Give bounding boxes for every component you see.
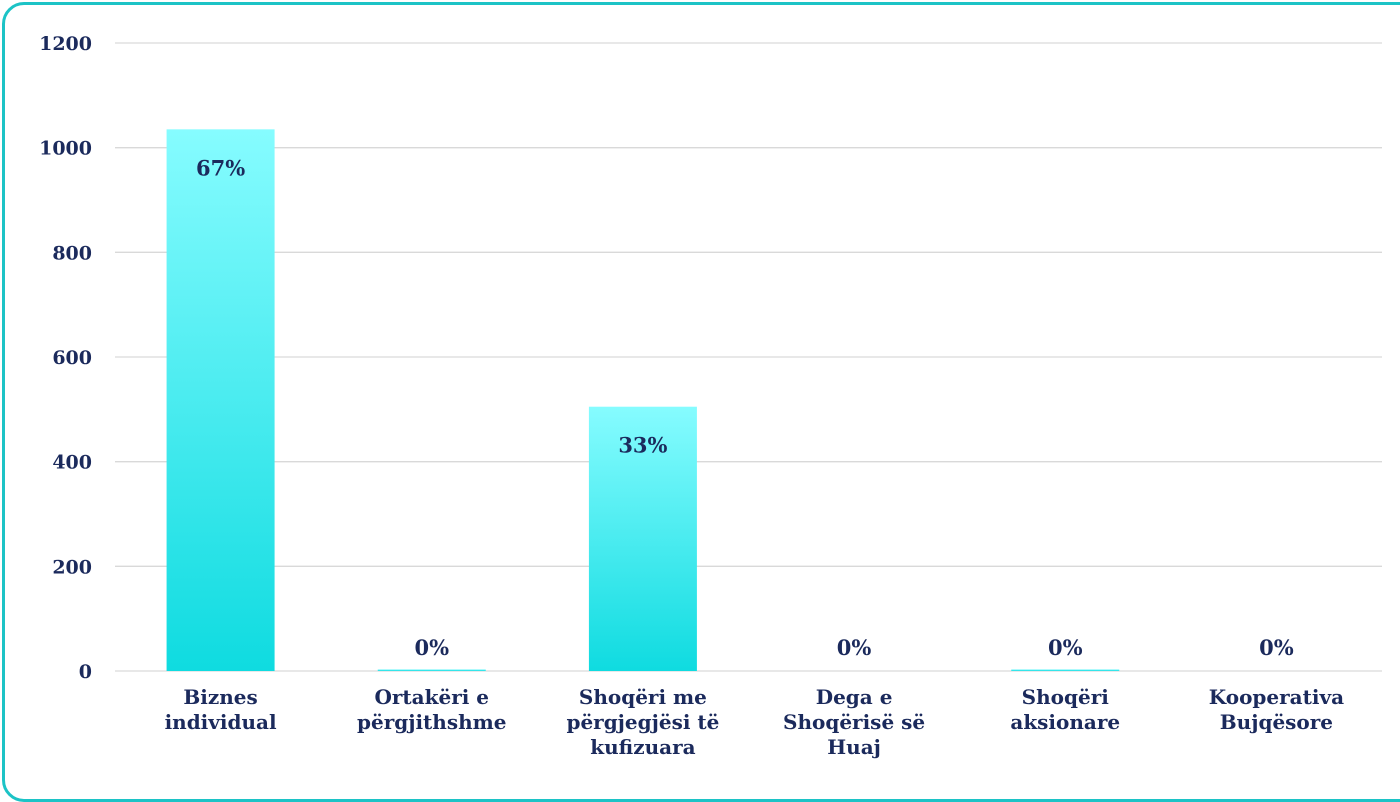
x-category-line: Kooperativa	[1209, 685, 1344, 709]
x-category-label: Biznes individual	[165, 685, 277, 734]
gridlines	[115, 42, 1382, 672]
data-label: 0%	[1259, 635, 1294, 660]
x-category-line: Shoqëri	[1022, 685, 1110, 709]
x-category-line: aksionare	[1010, 710, 1120, 734]
y-tick-label: 800	[52, 242, 92, 264]
x-category-line: Dega e	[816, 685, 893, 709]
y-tick-label: 200	[52, 556, 92, 578]
bars	[166, 129, 1120, 672]
x-category-line: kufizuara	[590, 735, 695, 759]
x-category-label: Shoqëri aksionare	[1010, 685, 1120, 734]
data-labels: 67% 0% 33% 0% 0% 0%	[196, 155, 1294, 660]
bar	[377, 669, 486, 671]
x-category-label: Kooperativa Bujqësore	[1209, 685, 1344, 734]
x-category-line: individual	[165, 710, 277, 734]
y-tick-label: 400	[52, 452, 92, 474]
data-label: 67%	[196, 155, 245, 180]
x-category-line: Shoqëri me	[579, 685, 707, 709]
data-label: 33%	[618, 433, 667, 458]
bar-chart: 0 200 400 600 800 1000 1200 67% 0% 33% 0% 0% 0% Biz…	[39, 33, 1382, 759]
y-tick-label: 1000	[39, 138, 92, 160]
x-category-line: Shoqërisë së	[783, 710, 925, 734]
x-category-line: Huaj	[827, 735, 881, 759]
x-category-label: Shoqëri me përgjegjësi të kufizuara	[566, 685, 719, 759]
bar	[1011, 669, 1120, 671]
y-tick-label: 600	[52, 347, 92, 369]
x-category-label: Dega e Shoqërisë së Huaj	[783, 685, 925, 759]
data-label: 0%	[1048, 635, 1083, 660]
y-axis-ticks: 0 200 400 600 800 1000 1200	[39, 33, 92, 683]
x-axis-categories: Biznes individual Ortakëri e përgjithshme Sh…	[165, 685, 1345, 759]
y-tick-label: 1200	[39, 33, 92, 55]
data-label: 0%	[414, 635, 449, 660]
x-category-line: Ortakëri e	[374, 685, 489, 709]
x-category-line: Bujqësore	[1220, 710, 1333, 734]
x-category-line: përgjithshme	[357, 710, 507, 734]
bar	[166, 129, 275, 672]
x-category-label: Ortakëri e përgjithshme	[357, 685, 507, 734]
y-tick-label: 0	[79, 661, 92, 683]
x-category-line: Biznes	[183, 685, 257, 709]
x-category-line: përgjegjësi të	[566, 710, 719, 734]
bar	[588, 406, 697, 671]
data-label: 0%	[837, 635, 872, 660]
